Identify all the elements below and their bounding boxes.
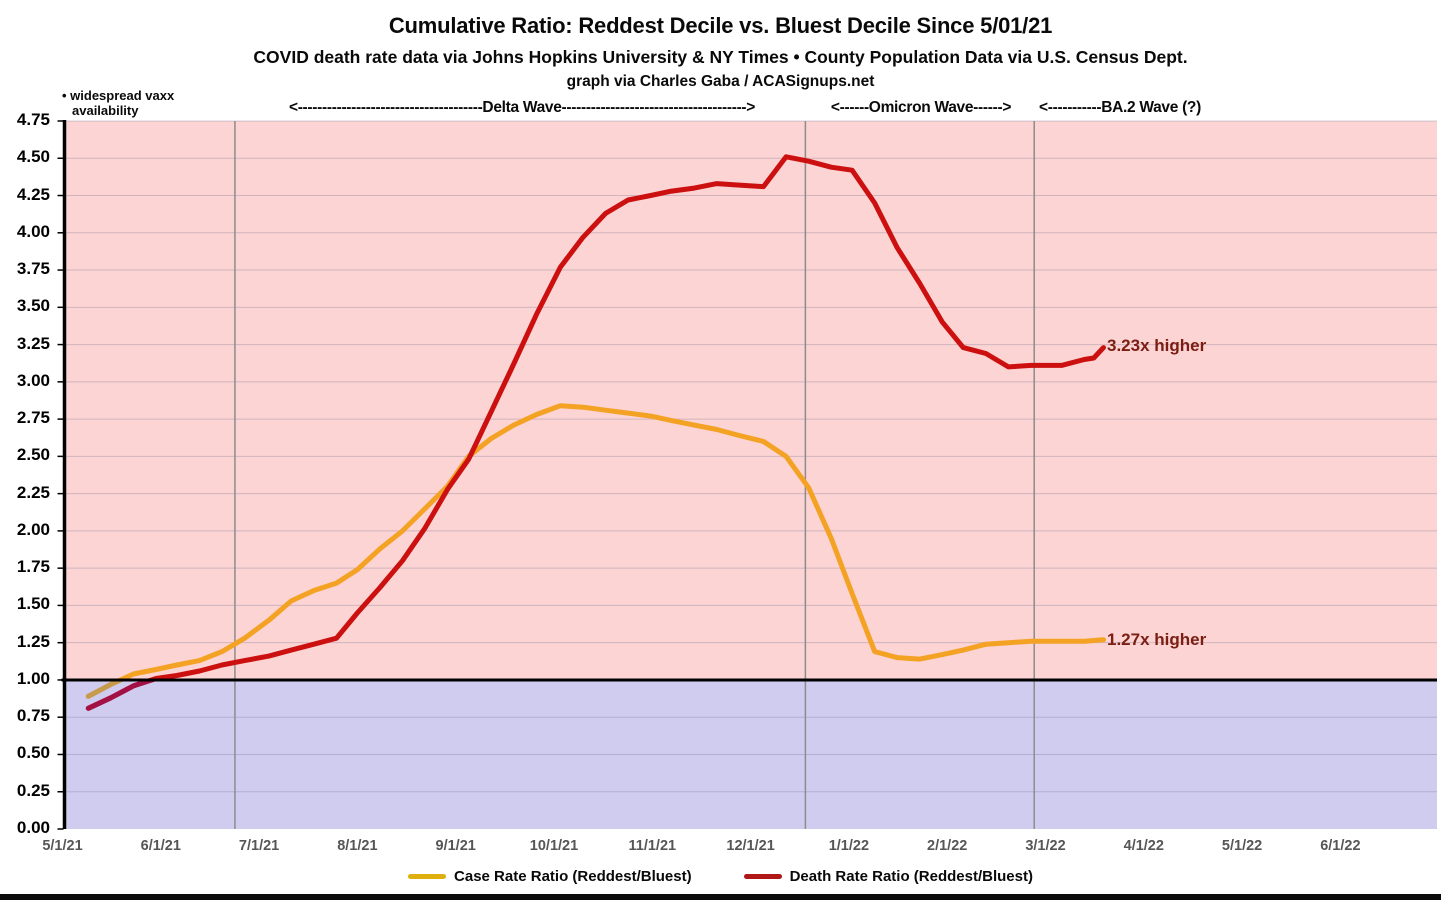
case-line-swatch (408, 874, 447, 879)
credit-line: graph via Charles Gaba / ACASignups.net (566, 73, 875, 90)
vaxx-availability-note: • widespread vaxx availability (62, 88, 232, 118)
y-tick-label: 0.25 (16, 780, 50, 800)
series-line-case-rate-ratio (85, 403, 1106, 699)
x-tick-label: 9/1/21 (435, 838, 476, 854)
x-tick-label: 12/1/21 (726, 838, 775, 854)
bottom-border-bar (0, 894, 1441, 900)
legend: Case Rate Ratio (Reddest/Bluest) Death R… (0, 868, 1441, 885)
below-baseline-region (63, 679, 1437, 829)
y-tick-label: 2.50 (16, 445, 50, 465)
x-tick-label: 1/1/22 (828, 838, 870, 854)
y-tick-label: 2.25 (16, 482, 50, 502)
x-tick-label: 11/1/21 (628, 838, 677, 854)
y-tick-label: 4.50 (16, 147, 50, 167)
x-tick-label: 5/1/22 (1221, 838, 1263, 854)
ba2-wave-annotation: <-----------BA.2 Wave (?) (1039, 99, 1201, 116)
delta-wave-annotation: <--------------------------------------D… (288, 99, 756, 116)
legend-label-case: Case Rate Ratio (Reddest/Bluest) (454, 868, 692, 885)
y-tick-label: 1.50 (16, 594, 50, 614)
chart-title: Cumulative Ratio: Reddest Decile vs. Blu… (388, 13, 1053, 38)
x-tick-label: 8/1/21 (337, 838, 378, 854)
vaxx-note-line2: availability (72, 103, 139, 118)
y-tick-label: 3.75 (16, 259, 50, 279)
y-tick-label: 2.00 (16, 519, 50, 539)
y-tick-label: 3.25 (16, 333, 50, 353)
y-tick-label: 1.25 (16, 631, 50, 651)
y-tick-label: 0.50 (16, 743, 50, 763)
y-tick-label: 4.25 (16, 184, 50, 204)
legend-label-death: Death Rate Ratio (Reddest/Bluest) (789, 868, 1033, 885)
y-tick-label: 4.75 (16, 110, 50, 129)
above-baseline-region (63, 121, 1437, 680)
series-line-death-rate-ratio (85, 154, 1106, 711)
vaxx-note-line1: • widespread vaxx (62, 88, 175, 103)
death-line-swatch (743, 874, 782, 879)
case-series-end-label: 1.27x higher (1107, 630, 1207, 649)
x-tick-label: 10/1/21 (529, 838, 579, 854)
y-tick-label: 3.50 (16, 296, 50, 316)
legend-item-case: Case Rate Ratio (Reddest/Bluest) (408, 868, 692, 885)
x-tick-label: 3/1/22 (1025, 838, 1066, 854)
chart-subtitle: COVID death rate data via Johns Hopkins … (253, 47, 1188, 67)
y-tick-label: 3.00 (16, 370, 50, 390)
death-series-end-label: 3.23x higher (1107, 336, 1207, 355)
y-tick-label: 0.75 (16, 706, 50, 726)
x-tick-label: 6/1/22 (1320, 838, 1361, 854)
x-tick-label: 7/1/21 (238, 838, 280, 854)
x-tick-label: 4/1/22 (1123, 838, 1164, 854)
y-tick-label: 1.75 (16, 557, 50, 577)
omicron-wave-annotation: <------Omicron Wave------> (830, 99, 1012, 116)
y-tick-label: 4.00 (16, 221, 50, 241)
x-tick-label: 5/1/21 (42, 838, 83, 854)
y-tick-label: 2.75 (16, 408, 50, 428)
x-tick-label: 2/1/22 (927, 838, 968, 854)
x-tick-label: 6/1/21 (140, 838, 181, 854)
y-tick-label: 0.00 (16, 818, 50, 837)
y-tick-label: 1.00 (16, 668, 50, 688)
legend-item-death: Death Rate Ratio (Reddest/Bluest) (743, 868, 1033, 885)
